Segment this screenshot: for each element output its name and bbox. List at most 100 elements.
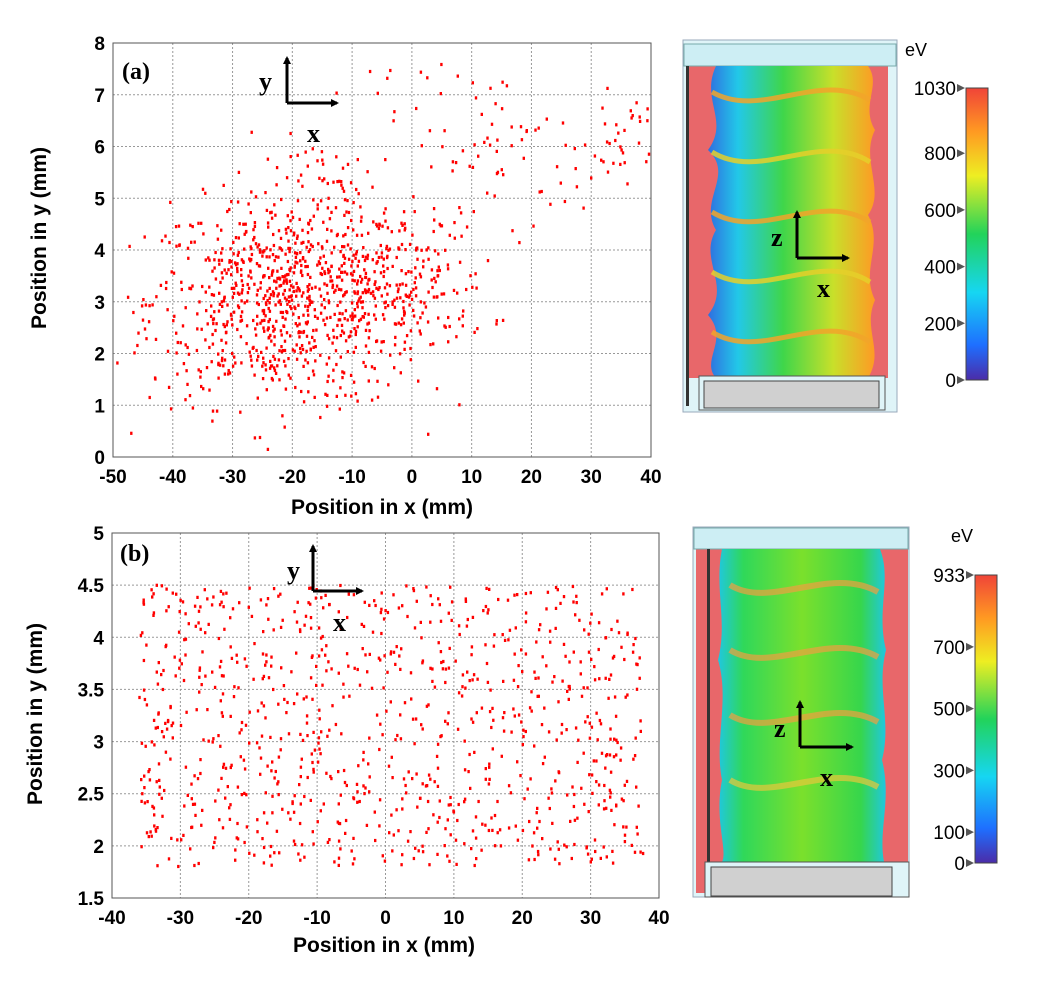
b-data-point (286, 700, 289, 705)
a-data-point (259, 321, 262, 325)
a-data-point (447, 315, 450, 320)
b-data-point (436, 742, 440, 746)
b-data-point (513, 652, 516, 656)
a-data-point (414, 286, 418, 290)
cb-ticks-label: 933 (933, 566, 965, 587)
a-data-point (522, 156, 525, 160)
inset-b-colorbar-unit: eV (951, 526, 973, 546)
a-data-point (496, 138, 499, 142)
a-data-point (237, 250, 240, 255)
b-data-point (167, 857, 171, 861)
a-data-point (635, 101, 638, 105)
b-data-point (516, 685, 520, 689)
inset-a-axis-glyph: z x (771, 210, 850, 303)
a-data-point (259, 281, 262, 285)
b-data-point (436, 766, 440, 770)
a-data-point (361, 306, 364, 310)
a-data-point (276, 294, 279, 298)
b-data-point (358, 799, 361, 804)
b-data-point (292, 839, 296, 843)
b-data-point (386, 610, 390, 615)
a-data-point (196, 312, 199, 316)
b-data-point (250, 614, 254, 618)
a-data-point (349, 373, 353, 377)
a-data-point (233, 286, 236, 290)
a-data-point (292, 289, 296, 294)
a-data-point (295, 357, 299, 361)
a-data-point (174, 225, 178, 229)
a-data-point (169, 200, 172, 204)
b-data-point (326, 840, 330, 844)
b-data-point (325, 771, 328, 775)
b-data-point (234, 858, 237, 862)
a-data-point (317, 242, 320, 246)
a-data-point (160, 239, 164, 243)
b-data-point (310, 752, 313, 756)
b-data-point (193, 863, 196, 868)
a-data-point (288, 250, 291, 254)
a-data-point (242, 222, 245, 226)
a-data-point (153, 376, 157, 380)
a-data-point (338, 407, 341, 411)
a-data-point (440, 224, 444, 228)
a-data-point (367, 312, 370, 316)
a-y-tick-label: 8 (94, 34, 105, 55)
b-data-point (586, 852, 590, 856)
a-data-point (304, 358, 307, 362)
a-data-point (361, 254, 365, 258)
ca-ticks-label: 800 (924, 144, 956, 165)
a-data-point (259, 286, 262, 290)
a-data-point (288, 288, 291, 292)
a-data-point (339, 333, 342, 338)
a-data-point (337, 287, 341, 291)
a-data-point (273, 368, 277, 373)
b-data-point (348, 694, 351, 698)
a-data-point (246, 282, 249, 287)
b-data-point (230, 763, 233, 767)
b-data-point (565, 845, 568, 849)
a-data-point (270, 210, 273, 214)
a-data-point (309, 218, 312, 223)
a-data-point (169, 407, 173, 411)
b-data-point (403, 701, 407, 705)
b-data-point (503, 711, 506, 715)
b-data-point (484, 823, 487, 827)
b-data-point (473, 863, 476, 868)
b-data-point (358, 683, 362, 687)
b-data-point (164, 721, 167, 725)
b-data-point (223, 627, 226, 631)
b-data-point (189, 847, 192, 851)
b-data-point (619, 746, 623, 750)
b-data-point (238, 601, 241, 605)
a-data-point (412, 287, 415, 292)
a-data-point (263, 318, 266, 322)
b-data-point (590, 725, 594, 729)
a-data-point (231, 364, 235, 368)
a-data-point (170, 270, 173, 274)
a-data-point (243, 301, 246, 305)
a-data-point (326, 333, 329, 337)
a-data-point (265, 255, 268, 259)
b-data-point (605, 587, 608, 591)
a-data-point (291, 215, 295, 220)
b-data-point (236, 821, 239, 826)
a-data-point (243, 247, 246, 251)
a-data-point (308, 283, 311, 287)
b-data-point (438, 603, 441, 607)
b-data-point (381, 733, 384, 737)
inset-a-glyph-z-label: z (771, 223, 783, 252)
b-data-point (396, 733, 399, 738)
b-data-point (362, 784, 365, 788)
a-data-point (306, 264, 309, 269)
a-data-point (387, 383, 390, 387)
a-data-point (617, 131, 620, 135)
b-data-point (436, 784, 440, 788)
a-data-point (290, 298, 294, 302)
b-data-point (204, 631, 207, 635)
a-data-point (356, 290, 360, 294)
b-data-point (236, 785, 240, 789)
a-data-point (473, 143, 476, 147)
a-data-point (225, 271, 228, 275)
b-data-point (303, 623, 306, 627)
